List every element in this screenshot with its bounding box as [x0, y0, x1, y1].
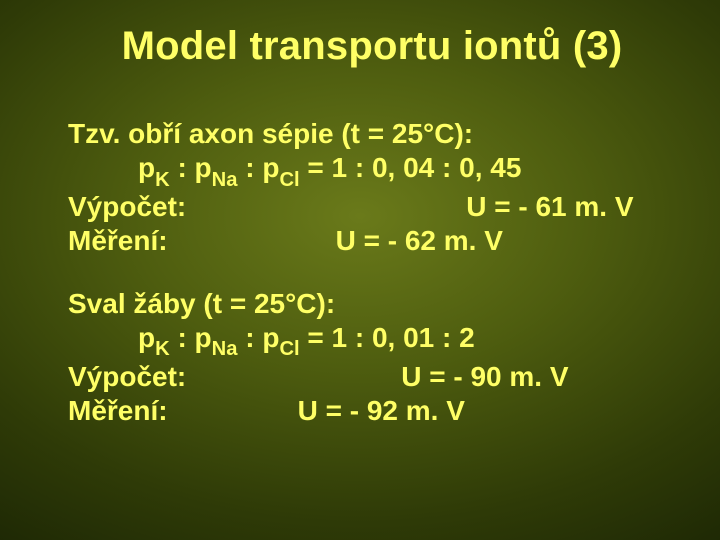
meas-value: U = - 62 m. V	[336, 225, 503, 256]
meas-label: Měření:	[68, 395, 168, 426]
calc-label: Výpočet:	[68, 361, 186, 392]
ratio-sep1: : p	[170, 322, 212, 353]
ratio-rhs: = 1 : 0, 01 : 2	[300, 322, 475, 353]
ratio-sub-k: K	[155, 338, 170, 360]
ratio-sub-cl: Cl	[279, 169, 299, 191]
meas-value: U = - 92 m. V	[298, 395, 465, 426]
block-1-heading: Tzv. obří axon sépie (t = 25°C):	[68, 117, 676, 151]
block-2-calc: Výpočet: U = - 90 m. V	[68, 360, 676, 394]
block-2-ratio: pK : pNa : pCl = 1 : 0, 01 : 2	[68, 321, 676, 360]
meas-label: Měření:	[68, 225, 168, 256]
calc-label: Výpočet:	[68, 191, 186, 222]
ratio-sub-k: K	[155, 169, 170, 191]
ratio-p1: p	[138, 152, 155, 183]
ratio-sep2: : p	[237, 152, 279, 183]
block-1-calc: Výpočet: U = - 61 m. V	[68, 190, 676, 224]
ratio-sub-cl: Cl	[279, 338, 299, 360]
calc-value: U = - 90 m. V	[401, 361, 568, 392]
block-1: Tzv. obří axon sépie (t = 25°C): pK : pN…	[68, 117, 676, 259]
ratio-sub-na: Na	[212, 338, 238, 360]
ratio-sub-na: Na	[212, 169, 238, 191]
block-2-meas: Měření: U = - 92 m. V	[68, 394, 676, 428]
block-2-heading: Sval žáby (t = 25°C):	[68, 287, 676, 321]
slide-title: Model transportu iontů (3)	[68, 24, 676, 69]
calc-value: U = - 61 m. V	[466, 191, 633, 222]
ratio-rhs: = 1 : 0, 04 : 0, 45	[300, 152, 522, 183]
slide: Model transportu iontů (3) Tzv. obří axo…	[0, 0, 720, 540]
ratio-sep2: : p	[237, 322, 279, 353]
ratio-sep1: : p	[170, 152, 212, 183]
block-1-meas: Měření: U = - 62 m. V	[68, 224, 676, 258]
slide-content: Tzv. obří axon sépie (t = 25°C): pK : pN…	[68, 117, 676, 428]
block-1-ratio: pK : pNa : pCl = 1 : 0, 04 : 0, 45	[68, 151, 676, 190]
block-2: Sval žáby (t = 25°C): pK : pNa : pCl = 1…	[68, 287, 676, 429]
ratio-p1: p	[138, 322, 155, 353]
